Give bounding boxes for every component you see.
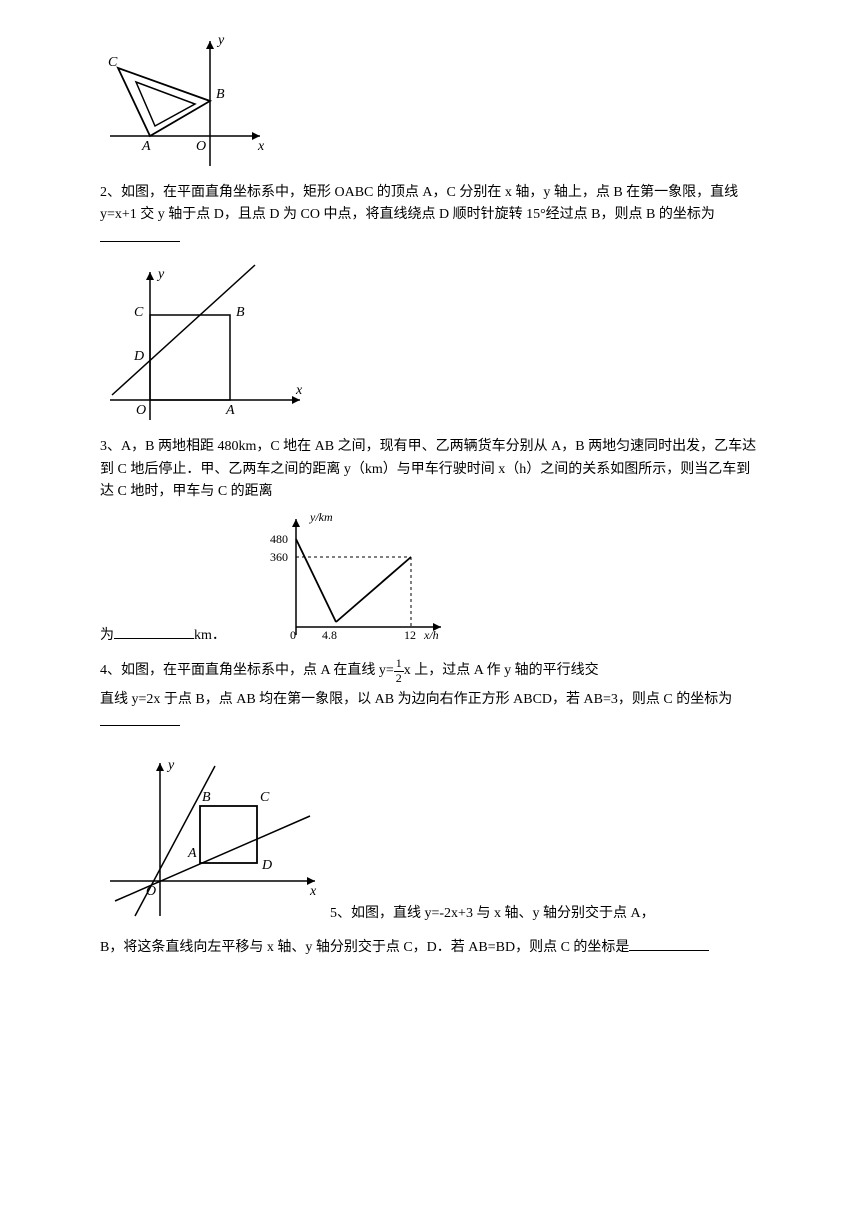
chart-y480: 480 (270, 532, 288, 546)
origin-label: O (196, 139, 206, 154)
problem-3-text: 3、A，B 两地相距 480km，C 地在 AB 之间，现有甲、乙两辆货车分别从… (100, 436, 760, 503)
figure-1: y x C B A O (100, 26, 760, 176)
chart-ylabel: y/km (309, 510, 333, 524)
problem-4: 4、如图，在平面直角坐标系中，点 A 在直线 y=12x 上，过点 A 作 y … (100, 657, 760, 734)
problem-4-text: 4、如图，在平面直角坐标系中，点 A 在直线 y=12x 上，过点 A 作 y … (100, 657, 760, 684)
point-b-label-2: B (236, 305, 245, 320)
chart-x0: 0 (290, 628, 296, 642)
axis-x-label: x (257, 139, 265, 154)
point-a-label: A (141, 139, 151, 154)
figure-4: y x O B C A D (100, 751, 330, 926)
point-d-label: D (133, 349, 144, 364)
problem-2: 2、如图，在平面直角坐标系中，矩形 OABC 的顶点 A，C 分别在 x 轴，y… (100, 182, 760, 250)
axis-x-label-2: x (295, 383, 303, 398)
problem-5-blank (629, 936, 709, 951)
problem-2-blank (100, 227, 180, 242)
fraction-1-2: 12 (394, 657, 404, 684)
problem-3-suffix: km． (194, 628, 226, 643)
point-c-label-4: C (260, 790, 270, 805)
point-b-label: B (216, 87, 225, 102)
point-c-label-2: C (134, 305, 144, 320)
problem-4-part3: 直线 y=2x 于点 B，点 AB 均在第一象限，以 AB 为边向右作正方形 A… (100, 692, 732, 707)
problem-5: B，将这条直线向左平移与 x 轴、y 轴分别交于点 C，D．若 AB=BD，则点… (100, 936, 760, 959)
problem-2-text: 2、如图，在平面直角坐标系中，矩形 OABC 的顶点 A，C 分别在 x 轴，y… (100, 182, 760, 250)
chart-x12: 12 (404, 628, 416, 642)
figure-3: y/km x/h 480 360 0 4.8 12 (256, 507, 456, 647)
point-a-label-2: A (225, 403, 235, 418)
point-b-label-4: B (202, 790, 211, 805)
point-c-label: C (108, 55, 118, 70)
axis-x-label-4: x (309, 884, 317, 899)
chart-x48: 4.8 (322, 628, 337, 642)
point-d-label-4: D (261, 858, 272, 873)
chart-xlabel: x/h (423, 628, 439, 642)
axis-y-label-2: y (156, 267, 165, 282)
axis-y-label: y (216, 33, 225, 48)
origin-label-2: O (136, 403, 146, 418)
problem-4-blank (100, 711, 180, 726)
problem-3: 3、A，B 两地相距 480km，C 地在 AB 之间，现有甲、乙两辆货车分别从… (100, 436, 760, 647)
problem-3-blank (114, 624, 194, 639)
chart-y360: 360 (270, 550, 288, 564)
origin-label-4: O (146, 884, 156, 899)
problem-4-part2: x 上，过点 A 作 y 轴的平行线交 (404, 663, 599, 678)
problem-3-body: 3、A，B 两地相距 480km，C 地在 AB 之间，现有甲、乙两辆货车分别从… (100, 439, 756, 499)
figure-2: D C B O A y x (100, 260, 760, 430)
problem-2-body: 2、如图，在平面直角坐标系中，矩形 OABC 的顶点 A，C 分别在 x 轴，y… (100, 185, 738, 222)
axis-y-label-4: y (166, 758, 175, 773)
problem-5-part2: B，将这条直线向左平移与 x 轴、y 轴分别交于点 C，D．若 AB=BD，则点… (100, 940, 629, 955)
point-a-label-4: A (187, 846, 197, 861)
problem-4-part1: 4、如图，在平面直角坐标系中，点 A 在直线 y= (100, 663, 394, 678)
problem-5-part1: 5、如图，直线 y=-2x+3 与 x 轴、y 轴分别交于点 A， (330, 906, 655, 921)
problem-3-prefix: 为 (100, 628, 114, 643)
